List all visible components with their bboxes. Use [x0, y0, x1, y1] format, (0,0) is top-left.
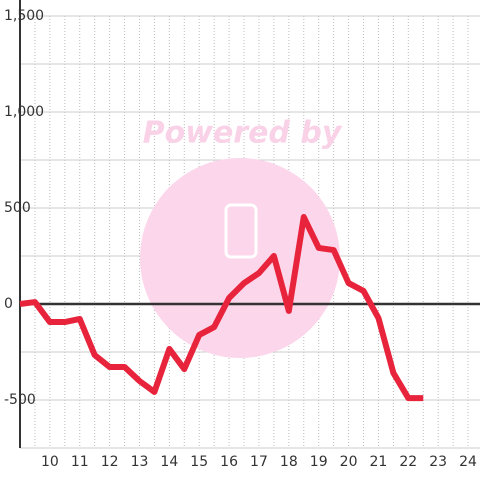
- x-tick-label: 16: [220, 454, 238, 470]
- x-tick-label: 15: [190, 454, 208, 470]
- x-tick-label: 18: [280, 454, 298, 470]
- y-tick-label: 1,000: [4, 104, 44, 120]
- x-tick-label: 17: [250, 454, 268, 470]
- x-tick-label: 11: [71, 454, 89, 470]
- x-tick-label: 20: [340, 454, 358, 470]
- x-tick-label: 24: [459, 454, 477, 470]
- x-tick-label: 13: [131, 454, 149, 470]
- x-tick-label: 22: [399, 454, 417, 470]
- y-tick-label: 0: [4, 296, 13, 312]
- x-tick-label: 19: [310, 454, 328, 470]
- watermark-text: Powered by: [143, 116, 343, 151]
- x-tick-label: 21: [370, 454, 388, 470]
- x-tick-label: 23: [429, 454, 447, 470]
- x-tick-label: 14: [160, 454, 178, 470]
- y-tick-label: 500: [4, 200, 31, 216]
- x-tick-label: 12: [101, 454, 119, 470]
- line-series: [19, 214, 424, 402]
- x-tick-label: 10: [41, 454, 59, 470]
- watermark-logo: [140, 158, 340, 358]
- y-tick-label: 1,500: [4, 8, 44, 24]
